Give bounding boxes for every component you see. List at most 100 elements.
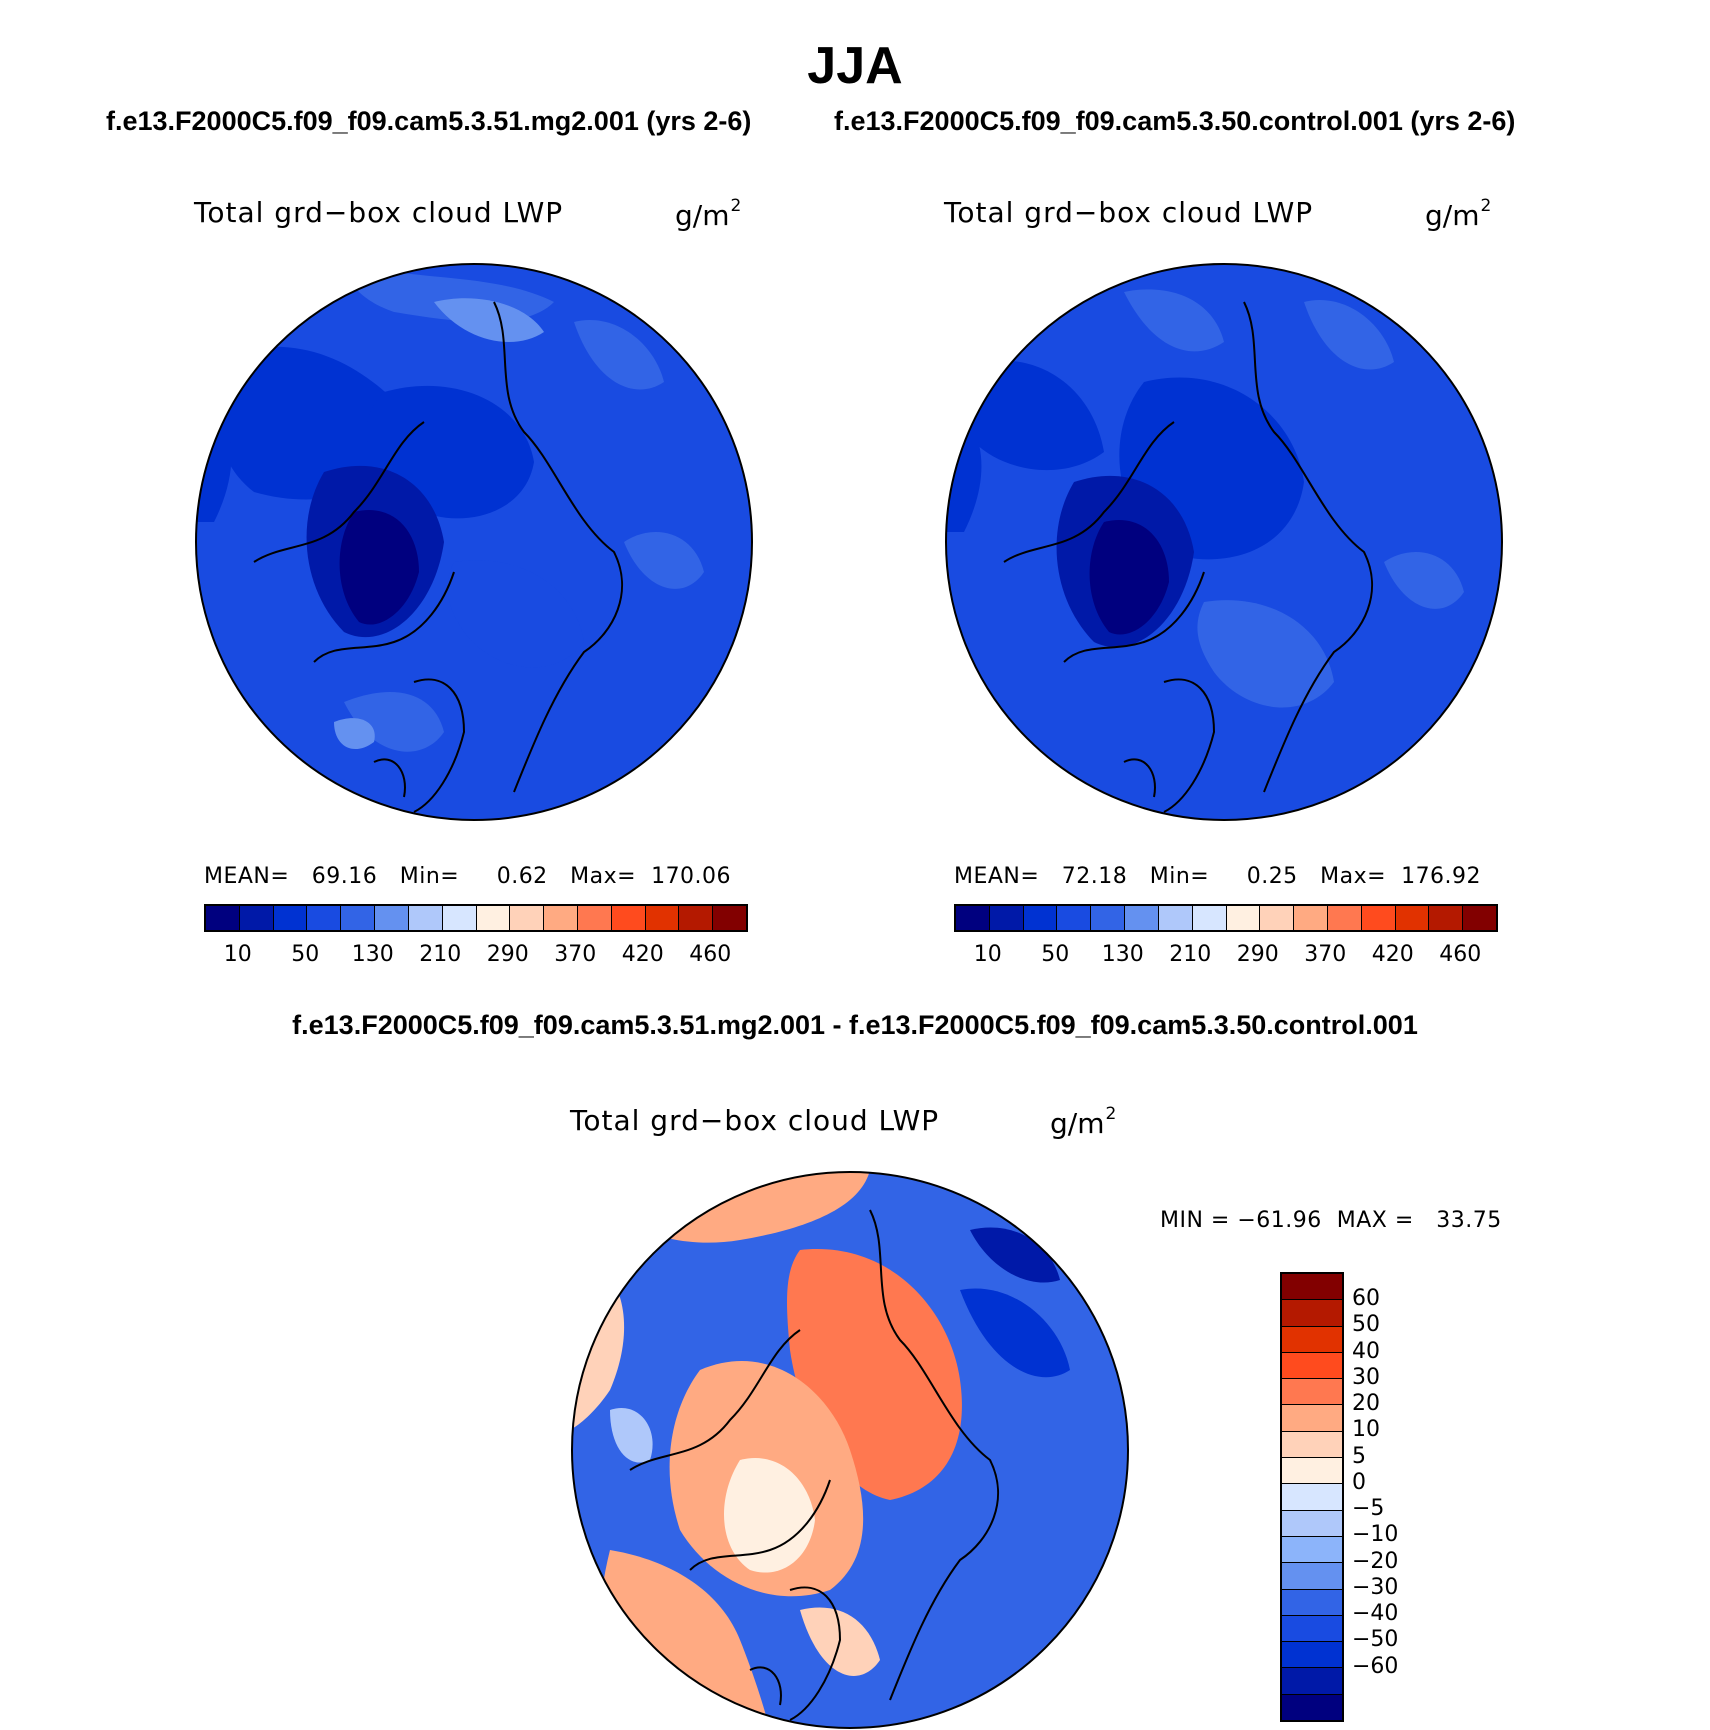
right-colorbar-swatch — [1428, 906, 1463, 930]
diff-colorbar-labels: 60 50 40 30 20 10 5 0 −5 −10 −20 −30 −40 −50 −60 — [1352, 1272, 1442, 1722]
left-colorbar-tick-label: 10 — [223, 942, 252, 967]
left-colorbar-swatch — [644, 906, 679, 930]
left-colorbar-swatch — [610, 906, 645, 930]
diff-colorbar-swatch — [1282, 1378, 1342, 1405]
diff-colorbar-swatch — [1282, 1693, 1342, 1721]
right-colorbar-swatch — [988, 906, 1023, 930]
right-panel-title: Total grd−box cloud LWP — [944, 196, 1314, 229]
right-colorbar-swatch — [1124, 906, 1158, 930]
right-colorbar-tick-label: 370 — [1304, 942, 1347, 967]
left-panel-units: g/m2 — [675, 196, 742, 232]
left-colorbar-swatch — [206, 906, 239, 930]
difference-polar-map — [571, 1171, 1129, 1729]
diff-colorbar-swatch — [1282, 1588, 1342, 1615]
right-colorbar-swatch — [956, 906, 989, 930]
diff-colorbar-swatch — [1282, 1562, 1342, 1589]
left-panel-stats: MEAN= 69.16 Min= 0.62 Max= 170.06 — [204, 864, 732, 889]
right-colorbar-tick-label: 10 — [973, 942, 1002, 967]
diff-colorbar-swatch — [1282, 1430, 1342, 1458]
case2-title: f.e13.F2000C5.f09_f09.cam5.3.50.control.… — [834, 106, 1516, 136]
diff-colorbar-swatch — [1282, 1457, 1342, 1484]
left-colorbar-labels: 10 50 130 210 290 370 420 460 — [204, 942, 748, 972]
diff-colorbar-swatch — [1282, 1483, 1342, 1510]
diff-colorbar-tick-label: 30 — [1352, 1364, 1380, 1390]
right-colorbar-swatch — [1191, 906, 1226, 930]
right-colorbar-swatch — [1394, 906, 1429, 930]
left-colorbar-swatch — [340, 906, 375, 930]
right-colorbar-swatch — [1360, 906, 1395, 930]
left-colorbar-tick-label: 130 — [351, 942, 394, 967]
right-colorbar-swatch — [1090, 906, 1125, 930]
diff-colorbar-swatch — [1282, 1509, 1342, 1536]
diff-colorbar-tick-label: −20 — [1352, 1548, 1399, 1574]
season-title: JJA — [807, 37, 903, 95]
left-colorbar-swatch — [374, 906, 408, 930]
left-colorbar-swatch — [678, 906, 713, 930]
right-colorbar-swatch — [1259, 906, 1294, 930]
left-colorbar-swatch — [272, 906, 307, 930]
diff-colorbar-swatch — [1282, 1274, 1342, 1300]
left-colorbar-swatch — [238, 906, 273, 930]
left-colorbar-tick-label: 210 — [419, 942, 462, 967]
diff-colorbar — [1280, 1272, 1344, 1722]
diff-colorbar-tick-label: −5 — [1352, 1496, 1385, 1522]
diff-colorbar-tick-label: 5 — [1352, 1443, 1366, 1469]
right-colorbar-swatch — [1157, 906, 1192, 930]
diff-colorbar-swatch — [1282, 1325, 1342, 1352]
diff-colorbar-swatch — [1282, 1614, 1342, 1642]
diff-colorbar-swatch — [1282, 1641, 1342, 1668]
diff-colorbar-tick-label: 60 — [1352, 1286, 1380, 1312]
left-colorbar-tick-label: 420 — [621, 942, 664, 967]
left-panel-title: Total grd−box cloud LWP — [194, 196, 564, 229]
left-colorbar-swatch — [407, 906, 442, 930]
right-panel-units: g/m2 — [1425, 196, 1492, 232]
left-polar-map — [195, 263, 753, 821]
diff-colorbar-tick-label: 0 — [1352, 1469, 1366, 1495]
right-colorbar-tick-label: 420 — [1371, 942, 1414, 967]
right-colorbar-swatch — [1022, 906, 1057, 930]
left-colorbar-swatch — [543, 906, 577, 930]
diff-colorbar-swatch — [1282, 1535, 1342, 1563]
left-colorbar-tick-label: 460 — [689, 942, 732, 967]
left-colorbar-tick-label: 370 — [554, 942, 597, 967]
diff-colorbar-tick-label: −60 — [1352, 1653, 1399, 1679]
right-colorbar-tick-label: 130 — [1101, 942, 1144, 967]
right-colorbar-tick-label: 210 — [1169, 942, 1212, 967]
difference-title: f.e13.F2000C5.f09_f09.cam5.3.51.mg2.001 … — [292, 1010, 1418, 1040]
right-colorbar-tick-label: 460 — [1439, 942, 1482, 967]
left-colorbar-tick-label: 290 — [486, 942, 529, 967]
diff-panel-title: Total grd−box cloud LWP — [570, 1104, 940, 1137]
diff-colorbar-tick-label: 10 — [1352, 1417, 1380, 1443]
right-colorbar-swatch — [1293, 906, 1327, 930]
right-colorbar-swatch — [1326, 906, 1361, 930]
left-colorbar-swatch — [576, 906, 611, 930]
case1-title: f.e13.F2000C5.f09_f09.cam5.3.51.mg2.001 … — [106, 106, 752, 136]
right-colorbar — [954, 904, 1498, 932]
left-colorbar — [204, 904, 748, 932]
diff-colorbar-tick-label: −40 — [1352, 1601, 1399, 1627]
left-colorbar-swatch — [441, 906, 476, 930]
diff-colorbar-tick-label: 50 — [1352, 1312, 1380, 1338]
right-panel-stats: MEAN= 72.18 Min= 0.25 Max= 176.92 — [954, 864, 1482, 889]
left-colorbar-swatch — [475, 906, 510, 930]
diff-colorbar-swatch — [1282, 1404, 1342, 1431]
diff-colorbar-tick-label: −10 — [1352, 1522, 1399, 1548]
right-colorbar-tick-label: 290 — [1236, 942, 1279, 967]
right-polar-map — [945, 263, 1503, 821]
diff-colorbar-swatch — [1282, 1351, 1342, 1379]
diff-colorbar-swatch — [1282, 1299, 1342, 1326]
left-colorbar-swatch — [712, 906, 746, 930]
left-colorbar-swatch — [306, 906, 341, 930]
left-colorbar-tick-label: 50 — [291, 942, 320, 967]
left-colorbar-swatch — [509, 906, 544, 930]
diff-colorbar-tick-label: 40 — [1352, 1338, 1380, 1364]
diff-panel-units: g/m2 — [1050, 1104, 1117, 1140]
diff-colorbar-tick-label: −30 — [1352, 1574, 1399, 1600]
right-colorbar-swatch — [1225, 906, 1260, 930]
right-colorbar-labels: 10 50 130 210 290 370 420 460 — [954, 942, 1498, 972]
right-colorbar-tick-label: 50 — [1041, 942, 1070, 967]
diff-colorbar-tick-label: 20 — [1352, 1391, 1380, 1417]
diff-colorbar-tick-label: −50 — [1352, 1627, 1399, 1653]
right-colorbar-swatch — [1462, 906, 1496, 930]
diff-panel-stats: MIN = −61.96 MAX = 33.75 — [1160, 1208, 1502, 1233]
